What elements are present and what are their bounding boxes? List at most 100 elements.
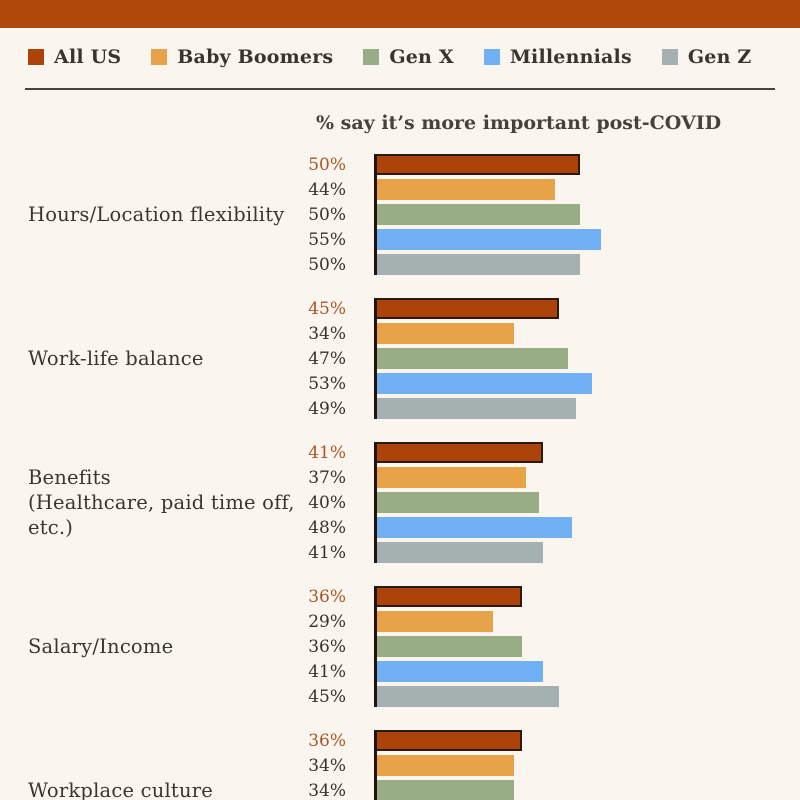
- bar-chart: Hours/Location flexibility 50% 44% 50% 55% 50…: [0, 154, 800, 800]
- bar-row: 49%: [300, 398, 592, 419]
- bar-value-label: 34%: [308, 323, 346, 344]
- bar-row: 37%: [300, 467, 572, 488]
- category-label: Salary/Income: [0, 586, 300, 707]
- bar-baby-boomers: [374, 179, 556, 200]
- bar-value-label: 49%: [308, 398, 346, 419]
- bar-millennials: [374, 373, 593, 394]
- chart-group: Workplace culture 36% 34% 34%: [0, 730, 800, 800]
- bar-value-label: 50%: [308, 204, 346, 225]
- group-bars: 50% 44% 50% 55% 50%: [300, 154, 601, 275]
- bar-millennials: [374, 661, 543, 682]
- bar-value-label: 45%: [308, 298, 346, 319]
- legend-label: Millennials: [509, 46, 632, 68]
- chart-group: Work-life balance 45% 34% 47% 53% 49%: [0, 298, 800, 419]
- legend-swatch-icon: [28, 49, 44, 65]
- axis-line: [374, 298, 377, 419]
- axis-line: [374, 586, 377, 707]
- legend-swatch-icon: [661, 49, 678, 65]
- legend-swatch-icon: [483, 49, 500, 65]
- category-label: Benefits (Healthcare, paid time off, etc.…: [0, 442, 300, 563]
- bar-gen-x: [374, 348, 568, 369]
- bar-all-us: [374, 298, 560, 319]
- legend: All US Baby Boomers Gen X Millennials Gen Z: [28, 44, 800, 70]
- legend-item: Baby Boomers: [151, 46, 333, 68]
- bar-row: 50%: [300, 254, 601, 275]
- bar-all-us: [374, 586, 523, 607]
- bar-row: 45%: [300, 686, 560, 707]
- category-label-line: Work-life balance: [28, 347, 204, 370]
- bar-gen-z: [374, 398, 576, 419]
- bar-value-label: 40%: [308, 492, 346, 513]
- bar-value-label: 29%: [308, 611, 346, 632]
- bar-value-label: 41%: [308, 661, 346, 682]
- legend-label: Baby Boomers: [177, 46, 334, 68]
- bar-row: 34%: [300, 323, 592, 344]
- group-bars: 36% 29% 36% 41% 45%: [300, 586, 560, 707]
- bar-value-label: 50%: [308, 254, 346, 275]
- axis-line: [374, 154, 377, 275]
- top-banner: [0, 0, 800, 28]
- group-bars: 45% 34% 47% 53% 49%: [300, 298, 593, 419]
- bar-row: 44%: [300, 179, 601, 200]
- axis-line: [374, 442, 377, 563]
- bar-value-label: 47%: [308, 348, 346, 369]
- bar-value-label: 34%: [308, 780, 346, 800]
- group-bars: 36% 34% 34%: [300, 730, 523, 800]
- legend-label: Gen X: [389, 46, 454, 68]
- bar-gen-x: [374, 780, 515, 800]
- legend-label: Gen Z: [687, 46, 752, 68]
- bar-value-label: 55%: [308, 229, 346, 250]
- bar-gen-z: [374, 542, 543, 563]
- bar-value-label: 34%: [308, 755, 346, 776]
- bar-millennials: [374, 229, 601, 250]
- bar-value-label: 41%: [308, 542, 346, 563]
- chart-group: Salary/Income 36% 29% 36% 41% 45%: [0, 586, 800, 707]
- group-bars: 41% 37% 40% 48% 41%: [300, 442, 572, 563]
- bar-row: 55%: [300, 229, 601, 250]
- bar-row: 48%: [300, 517, 572, 538]
- bar-value-label: 45%: [308, 686, 346, 707]
- bar-value-label: 50%: [308, 154, 346, 175]
- bar-row: 41%: [300, 542, 572, 563]
- legend-item: Gen Z: [661, 46, 752, 68]
- bar-value-label: 36%: [308, 636, 346, 657]
- legend-item: Gen X: [363, 46, 454, 68]
- bar-baby-boomers: [374, 323, 515, 344]
- category-label-line: Workplace culture: [28, 779, 213, 800]
- legend-swatch-icon: [151, 49, 168, 65]
- bar-value-label: 44%: [308, 179, 346, 200]
- bar-row: 41%: [300, 442, 572, 463]
- bar-row: 45%: [300, 298, 592, 319]
- bar-gen-x: [374, 492, 539, 513]
- category-label-line: Salary/Income: [28, 635, 174, 658]
- bar-value-label: 36%: [308, 730, 346, 751]
- bar-gen-x: [374, 204, 580, 225]
- axis-line: [374, 730, 377, 800]
- bar-gen-z: [374, 254, 580, 275]
- bar-row: 34%: [300, 780, 522, 800]
- bar-value-label: 53%: [308, 373, 346, 394]
- bar-millennials: [374, 517, 572, 538]
- bar-value-label: 37%: [308, 467, 346, 488]
- category-label-line: (Healthcare, paid time off, etc.): [28, 491, 295, 539]
- chart-title: % say it’s more important post-COVID: [316, 112, 722, 134]
- bar-row: 50%: [300, 154, 601, 175]
- bar-baby-boomers: [374, 755, 515, 776]
- category-label: Workplace culture: [0, 730, 300, 800]
- bar-row: 36%: [300, 636, 559, 657]
- bar-value-label: 48%: [308, 517, 346, 538]
- legend-item: Millennials: [483, 46, 632, 68]
- chart-group: Hours/Location flexibility 50% 44% 50% 55% 50…: [0, 154, 800, 275]
- bar-value-label: 41%: [308, 442, 346, 463]
- bar-row: 40%: [300, 492, 572, 513]
- legend-label: All US: [54, 46, 122, 68]
- bar-row: 50%: [300, 204, 601, 225]
- bar-baby-boomers: [374, 611, 494, 632]
- bar-row: 34%: [300, 755, 522, 776]
- bar-baby-boomers: [374, 467, 527, 488]
- bar-row: 47%: [300, 348, 592, 369]
- bar-row: 53%: [300, 373, 593, 394]
- bar-row: 41%: [300, 661, 559, 682]
- category-label: Work-life balance: [0, 298, 300, 419]
- category-label-line: Hours/Location flexibility: [28, 203, 285, 226]
